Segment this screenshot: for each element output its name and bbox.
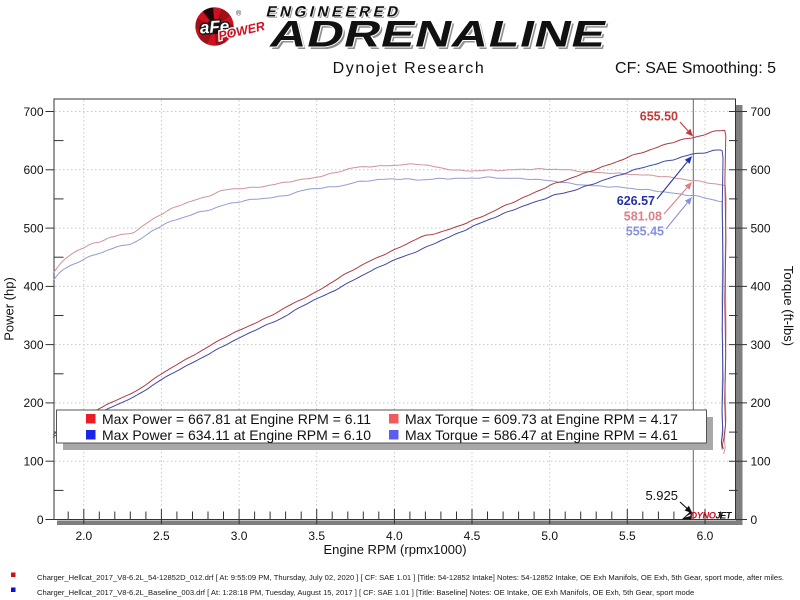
svg-text:0: 0	[751, 513, 758, 527]
svg-text:aFe: aFe	[199, 17, 230, 38]
svg-text:Power (hp): Power (hp)	[2, 277, 17, 341]
svg-text:600: 600	[23, 163, 43, 177]
svg-text:400: 400	[751, 280, 771, 294]
svg-text:3.5: 3.5	[308, 529, 325, 543]
svg-text:626.57: 626.57	[617, 194, 655, 208]
svg-text:600: 600	[751, 163, 771, 177]
svg-text:ADRENALINE: ADRENALINE	[266, 14, 611, 55]
svg-text:Charger_Hellcat_2017_V8-6.2L_B: Charger_Hellcat_2017_V8-6.2L_Baseline_00…	[37, 588, 694, 597]
svg-text:DYNOJET: DYNOJET	[691, 511, 733, 521]
svg-text:200: 200	[751, 396, 771, 410]
svg-text:400: 400	[23, 280, 43, 294]
svg-text:Torque (ft-lbs): Torque (ft-lbs)	[781, 266, 796, 346]
svg-text:0: 0	[37, 513, 44, 527]
svg-text:Charger_Hellcat_2017_V8-6.2L_5: Charger_Hellcat_2017_V8-6.2L_54-12852D_0…	[37, 573, 784, 582]
svg-text:500: 500	[751, 221, 771, 235]
svg-text:500: 500	[23, 221, 43, 235]
svg-text:5.5: 5.5	[619, 529, 636, 543]
svg-text:700: 700	[751, 105, 771, 119]
svg-text:100: 100	[751, 455, 771, 469]
svg-text:ADRENALINE: ADRENALINE	[268, 17, 613, 58]
svg-text:Max Torque = 609.73 at Engine: Max Torque = 609.73 at Engine RPM = 4.17	[405, 411, 678, 427]
svg-text:4.5: 4.5	[464, 529, 481, 543]
svg-text:3.0: 3.0	[231, 529, 248, 543]
svg-text:6.0: 6.0	[697, 529, 714, 543]
svg-text:2.5: 2.5	[153, 529, 170, 543]
svg-text:5.0: 5.0	[541, 529, 558, 543]
svg-text:Dynojet Research: Dynojet Research	[333, 60, 486, 77]
svg-text:5.925: 5.925	[645, 488, 678, 503]
svg-text:555.45: 555.45	[626, 225, 664, 239]
svg-text:300: 300	[751, 338, 771, 352]
svg-text:2.0: 2.0	[75, 529, 92, 543]
svg-text:CF: SAE Smoothing: 5: CF: SAE Smoothing: 5	[615, 60, 776, 77]
svg-text:®: ®	[236, 10, 242, 18]
svg-text:4.0: 4.0	[386, 529, 403, 543]
svg-text:ENGINEERED: ENGINEERED	[266, 5, 405, 22]
svg-text:100: 100	[23, 455, 43, 469]
svg-text:Max Torque = 586.47 at Engine: Max Torque = 586.47 at Engine RPM = 4.61	[405, 427, 678, 443]
svg-text:655.50: 655.50	[640, 110, 678, 124]
svg-text:ENGINEERED: ENGINEERED	[265, 4, 404, 21]
svg-text:581.08: 581.08	[624, 210, 662, 224]
svg-text:Max Power = 667.81 at Engine R: Max Power = 667.81 at Engine RPM = 6.11	[102, 411, 371, 427]
svg-text:200: 200	[23, 396, 43, 410]
svg-text:Engine RPM (rpmx1000): Engine RPM (rpmx1000)	[323, 542, 466, 557]
svg-text:Max Power = 634.11 at Engine R: Max Power = 634.11 at Engine RPM = 6.10	[102, 427, 371, 443]
svg-text:300: 300	[23, 338, 43, 352]
svg-text:700: 700	[23, 105, 43, 119]
